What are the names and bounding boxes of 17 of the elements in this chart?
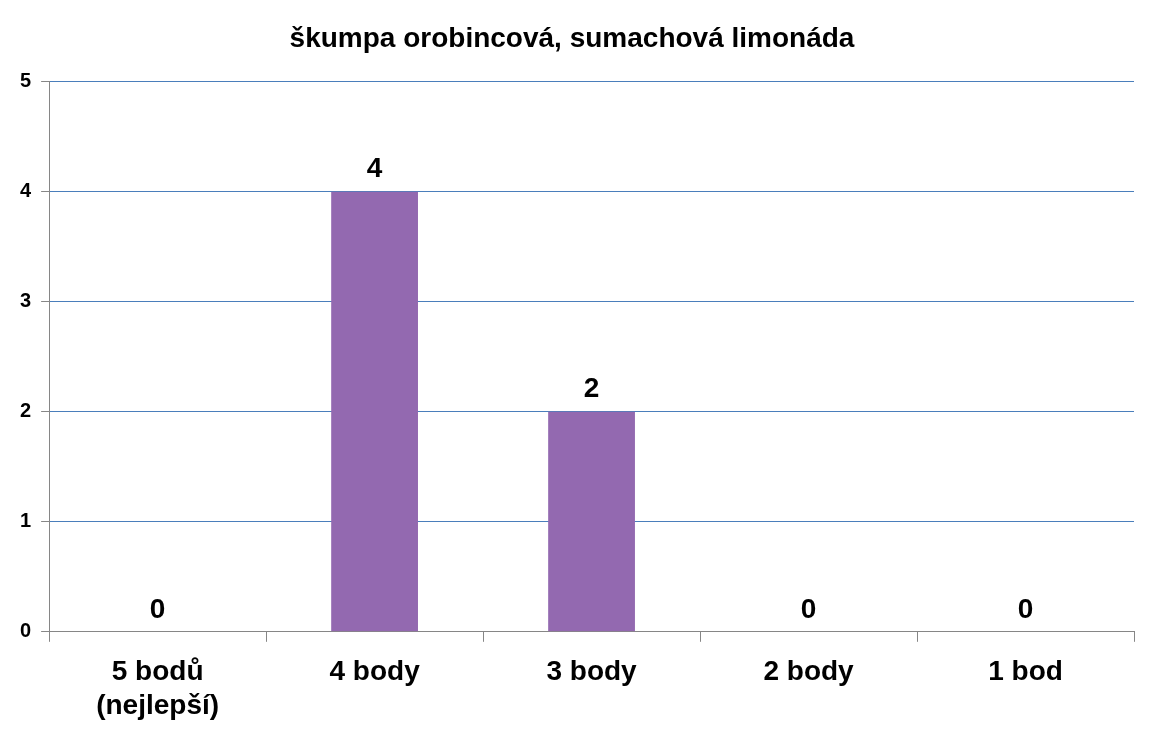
y-tick-label: 0 xyxy=(20,619,32,642)
y-tick-label: 2 xyxy=(20,399,32,422)
y-tick-label: 1 xyxy=(20,509,32,532)
data-label: 0 xyxy=(149,592,166,624)
data-label: 0 xyxy=(1017,592,1034,624)
data-label: 0 xyxy=(800,592,817,624)
data-label: 4 xyxy=(366,152,383,184)
x-tick-label: 4 body xyxy=(329,655,421,687)
y-tick-label: 5 xyxy=(20,69,32,92)
x-tick-label: 5 bodů (nejlepší) xyxy=(96,655,220,720)
x-tick-label: 2 body xyxy=(763,655,855,687)
y-tick-label: 3 xyxy=(20,289,32,312)
y-tick-label: 4 xyxy=(20,179,32,202)
x-tick-label: 3 body xyxy=(546,655,638,687)
chart-title: škumpa orobincová, sumachová limonáda xyxy=(289,21,855,53)
data-label: 2 xyxy=(583,372,600,404)
x-tick-label: 1 bod xyxy=(988,655,1063,687)
